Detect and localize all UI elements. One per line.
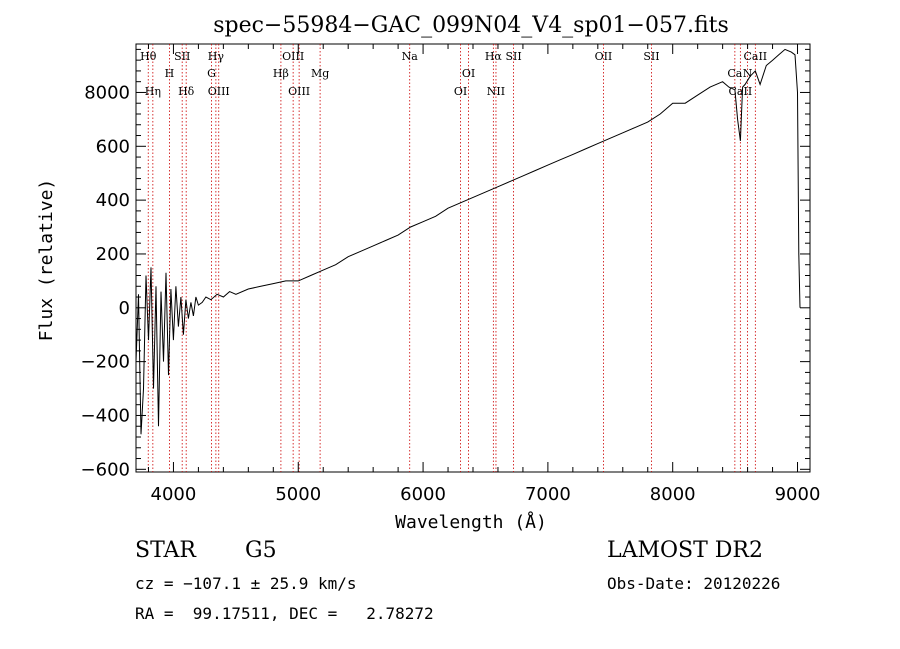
spectral-line-label: OIII (282, 50, 304, 63)
object-subclass: G5 (245, 538, 277, 563)
y-tick-label: −600 (81, 459, 130, 480)
spectral-line-label: Hα (485, 50, 503, 63)
coordinates: RA = 99.17511, DEC = 2.78272 (135, 604, 434, 623)
spectral-line-label: OII (595, 50, 613, 63)
y-tick-label: 200 (96, 244, 130, 265)
y-tick-label: −200 (81, 352, 130, 373)
spectrum-series (135, 48, 801, 435)
spectrum-line (135, 48, 801, 435)
spectral-line-label: Hδ (178, 85, 195, 98)
observation-date: Obs-Date: 20120226 (607, 574, 781, 593)
spectral-line-label: CaII (743, 50, 767, 63)
spectral-line-label: SII (505, 50, 521, 63)
spectral-line-label: Ca (727, 67, 742, 80)
x-tick-label: 4000 (151, 484, 197, 505)
spectral-line-markers (147, 44, 756, 472)
y-tick-label: 600 (96, 136, 130, 157)
spectral-line-label: SII (643, 50, 659, 63)
spectral-line-label: CaII (729, 85, 753, 98)
x-axis-ticks: 4000 5000 6000 7000 8000 9000 (147, 44, 821, 505)
x-axis-label: Wavelength (Å) (395, 511, 547, 533)
chart-title: spec−55984−GAC_099N04_V4_sp01−057.fits (213, 13, 729, 38)
y-axis-ticks: −600 −400 −200 0 200 400 600 8000 (81, 48, 810, 480)
spectral-line-label: OI (454, 85, 467, 98)
survey-name: LAMOST DR2 (607, 538, 763, 563)
spectral-line-label: H (165, 67, 175, 80)
spectral-line-label: NII (487, 85, 505, 98)
spectral-line-label: N (743, 67, 753, 80)
redshift-velocity: cz = −107.1 ± 25.9 km/s (135, 574, 357, 593)
plot-frame (135, 43, 811, 473)
spectral-line-labels: HθHηHSIIHδHγGOIIIHβOIIIOIIIMgNaOIOIHαNII… (140, 50, 767, 98)
spectral-line-label: Hθ (140, 50, 157, 63)
x-tick-label: 7000 (525, 484, 571, 505)
spectral-line-label: G (207, 67, 216, 80)
x-tick-label: 9000 (775, 484, 821, 505)
x-tick-label: 6000 (400, 484, 446, 505)
spectral-line-label: Hη (145, 85, 161, 98)
spectral-line-label: Hβ (273, 67, 289, 80)
x-tick-label: 5000 (275, 484, 321, 505)
y-axis-label: Flux (relative) (36, 179, 57, 342)
spectral-line-label: OIII (208, 85, 230, 98)
object-class: STAR (135, 538, 196, 563)
y-tick-label: 400 (96, 190, 130, 211)
spectral-line-label: SII (174, 50, 190, 63)
y-tick-label: −400 (81, 405, 130, 426)
y-tick-label: 8000 (84, 82, 130, 103)
spectral-line-label: OI (462, 67, 475, 80)
x-tick-label: 8000 (650, 484, 696, 505)
y-tick-label: 0 (119, 298, 130, 319)
spectral-line-label: Na (402, 50, 419, 63)
spectral-line-label: Hγ (208, 50, 225, 63)
spectral-line-label: Mg (311, 67, 329, 80)
spectral-line-label: OIII (288, 85, 310, 98)
